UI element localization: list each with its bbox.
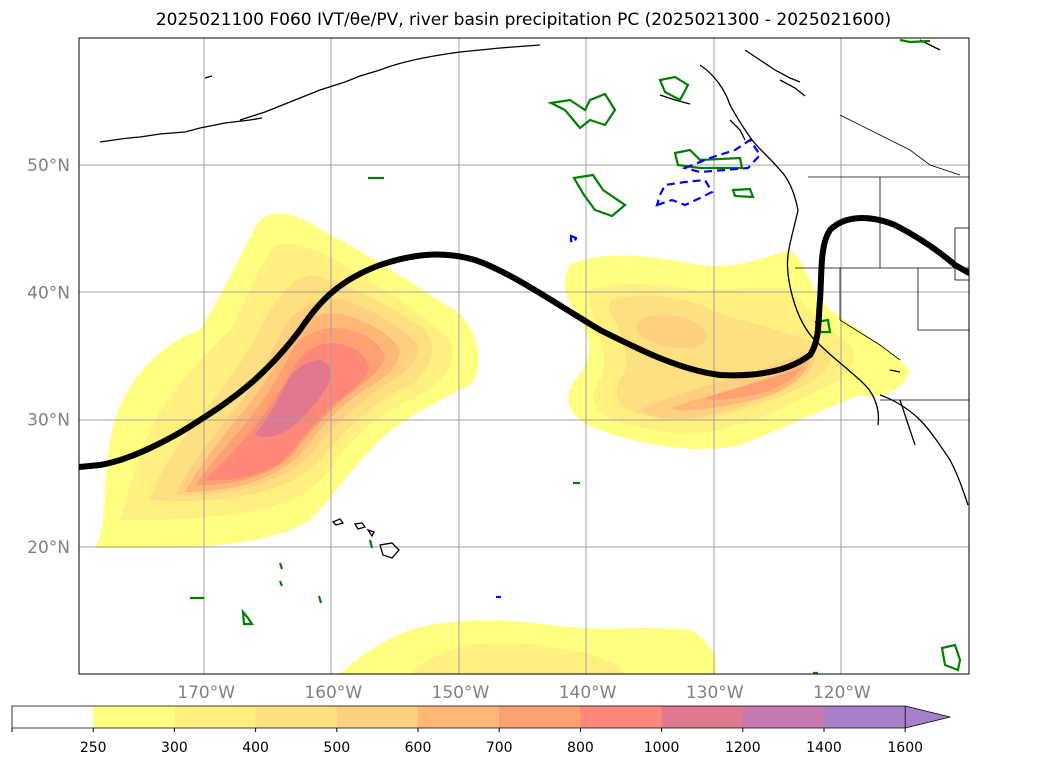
colorbar-segment [580,706,663,728]
longitude-label: 170°W [177,683,235,703]
colorbar-level-label: 800 [567,740,594,756]
colorbar-segment [12,706,94,728]
colorbar-segment [742,706,825,728]
longitude-label: 150°W [432,683,490,703]
map-frame [78,37,970,675]
ivt-plume-east [564,250,910,450]
map-title: 2025021100 F060 IVT/θe/PV, river basin p… [155,10,892,30]
colorbar-level-label: 500 [323,740,350,756]
coastlines [99,39,969,506]
colorbar-segment [499,706,581,728]
longitude-label: 120°W [813,683,871,703]
colorbar: 250 300 400 500 600 700 800 1000 1200 1400 1600 [11,705,951,756]
positive-pv-contours [190,38,962,674]
colorbar-level-label: 250 [80,740,107,756]
ivt-threshold-contour [79,215,969,470]
colorbar-segment [174,706,257,728]
colorbar-level-label: 700 [486,740,513,756]
colorbar-level-label: 1400 [806,740,842,756]
latitude-label: 40°N [27,283,70,303]
latitude-label: 20°N [27,538,70,558]
hawaiian-islands [331,518,400,559]
colorbar-level-label: 300 [161,740,188,756]
negative-pv-contours [496,138,762,599]
colorbar-level-label: 600 [405,740,432,756]
ivt-plume-west [95,213,479,549]
colorbar-level-label: 1000 [644,740,680,756]
latitude-label: 50°N [27,156,70,176]
ivt-plume-south [340,620,717,674]
latitude-label: 30°N [27,411,70,431]
colorbar-level-label: 400 [242,740,269,756]
colorbar-segment [336,706,419,728]
colorbar-segment [418,706,500,728]
longitude-labels: 170°W 160°W 150°W 140°W 130°W 120°W [177,683,871,703]
longitude-label: 140°W [559,683,617,703]
colorbar-segment [255,706,338,728]
colorbar-level-label: 1600 [887,740,923,756]
colorbar-extend-arrow [904,705,951,729]
latitude-labels: 20°N 30°N 40°N 50°N [27,156,70,558]
colorbar-segment [661,706,744,728]
colorbar-outline [11,705,906,729]
colorbar-level-label: 1200 [725,740,761,756]
colorbar-segment [824,706,906,728]
graticule [79,38,969,674]
longitude-label: 160°W [304,683,362,703]
colorbar-segment [93,706,175,728]
longitude-label: 130°W [686,683,744,703]
